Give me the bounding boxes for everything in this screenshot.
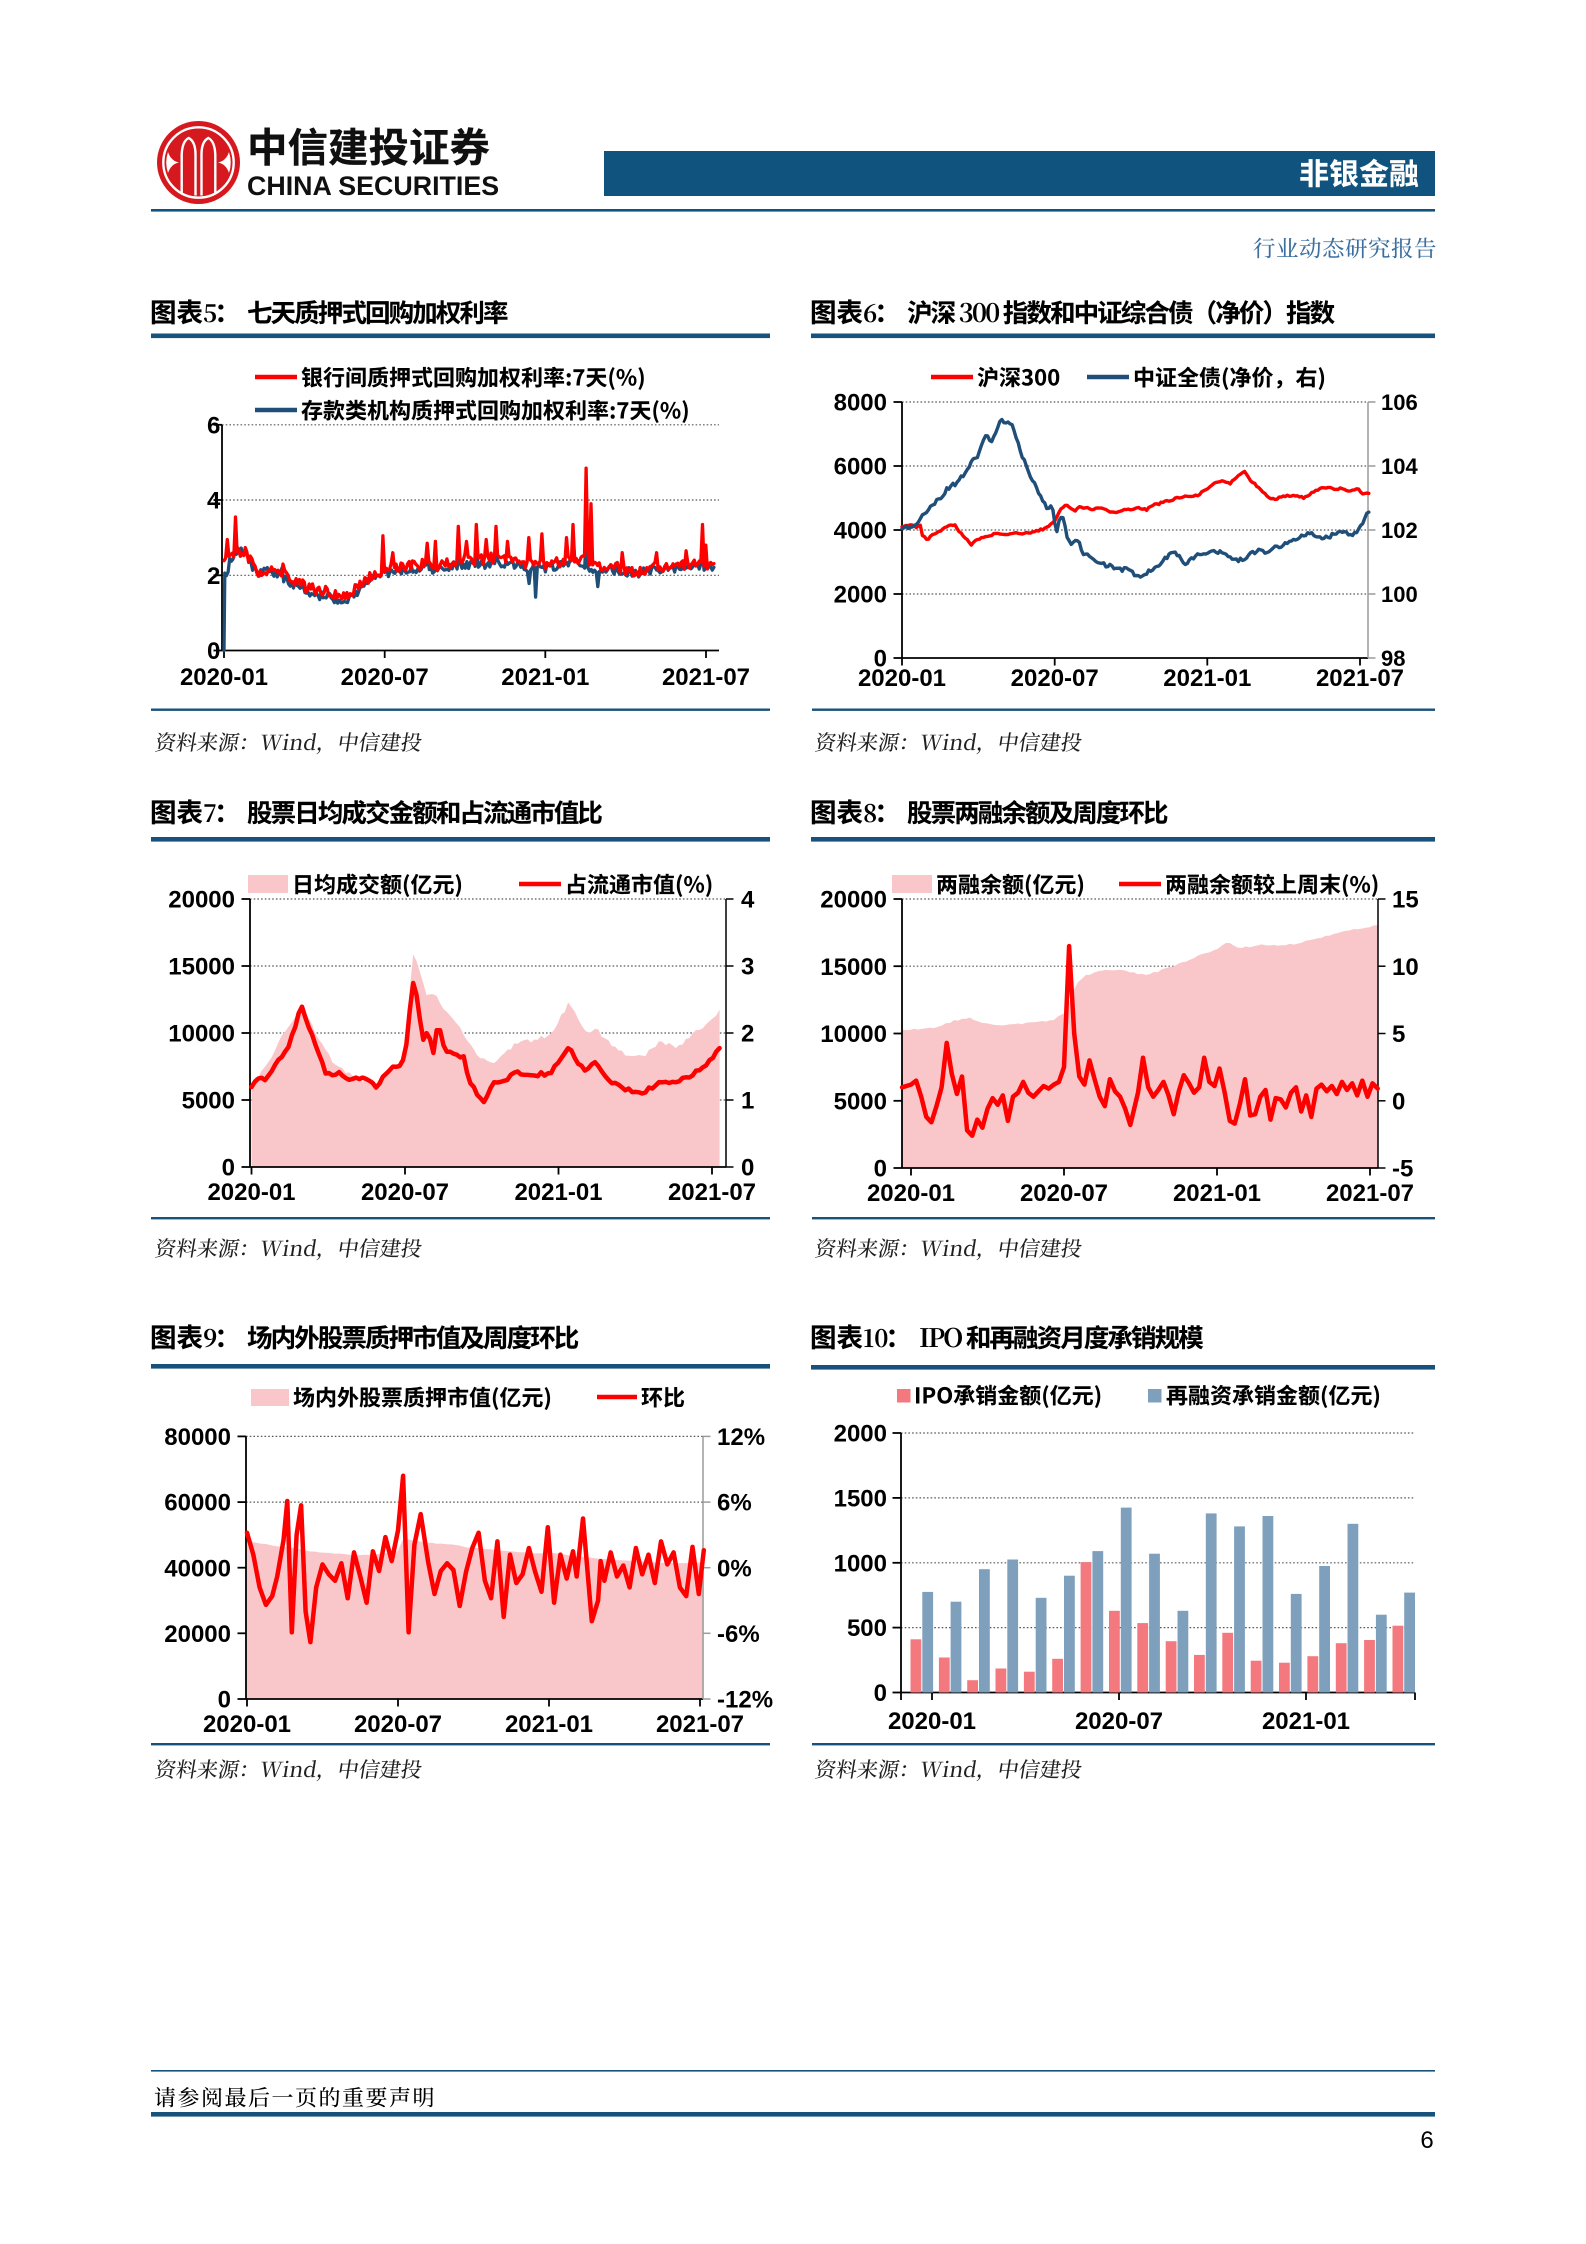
svg-text:0: 0: [218, 1687, 231, 1714]
svg-text:0: 0: [874, 646, 887, 673]
svg-text:2021-07: 2021-07: [662, 664, 750, 691]
svg-text:10000: 10000: [168, 1021, 235, 1048]
svg-text:40000: 40000: [164, 1555, 231, 1582]
svg-text:5: 5: [1392, 1021, 1405, 1048]
svg-text:2020-07: 2020-07: [1011, 665, 1099, 692]
svg-text:-5: -5: [1392, 1156, 1413, 1183]
svg-text:4000: 4000: [834, 518, 887, 545]
svg-text:4: 4: [207, 488, 221, 515]
svg-text:0: 0: [874, 1156, 887, 1183]
svg-text:-6%: -6%: [717, 1621, 760, 1648]
svg-text:3: 3: [741, 954, 754, 981]
svg-text:5000: 5000: [834, 1088, 887, 1115]
svg-text:12%: 12%: [717, 1424, 765, 1451]
svg-text:2020-07: 2020-07: [354, 1711, 442, 1738]
svg-text:2020-01: 2020-01: [180, 664, 268, 691]
svg-text:0: 0: [741, 1155, 754, 1182]
svg-text:2020-07: 2020-07: [1020, 1180, 1108, 1207]
svg-text:4: 4: [741, 887, 755, 914]
svg-text:2021-01: 2021-01: [501, 664, 589, 691]
svg-text:500: 500: [847, 1615, 887, 1642]
svg-text:60000: 60000: [164, 1490, 231, 1517]
svg-text:2000: 2000: [834, 1421, 887, 1448]
svg-text:0: 0: [207, 638, 220, 665]
svg-text:6: 6: [207, 412, 220, 439]
svg-text:-12%: -12%: [717, 1687, 773, 1714]
svg-text:1000: 1000: [834, 1550, 887, 1577]
svg-text:2020-01: 2020-01: [858, 665, 946, 692]
svg-text:1500: 1500: [834, 1486, 887, 1513]
svg-text:20000: 20000: [164, 1621, 231, 1648]
svg-text:2: 2: [207, 563, 220, 590]
svg-text:6: 6: [1420, 2127, 1433, 2154]
svg-text:2021-07: 2021-07: [1316, 665, 1404, 692]
svg-text:2021-01: 2021-01: [505, 1711, 593, 1738]
svg-text:15: 15: [1392, 887, 1419, 914]
svg-text:98: 98: [1381, 646, 1405, 671]
svg-text:2: 2: [741, 1021, 754, 1048]
svg-text:2020-07: 2020-07: [1075, 1708, 1163, 1735]
svg-text:20000: 20000: [820, 887, 887, 914]
svg-text:2020-01: 2020-01: [203, 1711, 291, 1738]
svg-text:2021-07: 2021-07: [668, 1179, 756, 1206]
svg-text:104: 104: [1381, 454, 1418, 479]
svg-text:10: 10: [1392, 954, 1419, 981]
svg-text:2000: 2000: [834, 582, 887, 609]
svg-text:15000: 15000: [820, 954, 887, 981]
svg-text:6000: 6000: [834, 454, 887, 481]
svg-text:2020-01: 2020-01: [867, 1180, 955, 1207]
svg-text:0: 0: [222, 1155, 235, 1182]
svg-text:CHINA SECURITIES: CHINA SECURITIES: [247, 171, 499, 201]
svg-text:2021-01: 2021-01: [1173, 1180, 1261, 1207]
svg-text:2021-01: 2021-01: [1163, 665, 1251, 692]
svg-text:100: 100: [1381, 582, 1418, 607]
svg-text:5000: 5000: [182, 1088, 235, 1115]
svg-text:102: 102: [1381, 518, 1418, 543]
svg-text:20000: 20000: [168, 887, 235, 914]
svg-text:0: 0: [874, 1680, 887, 1707]
svg-text:2020-01: 2020-01: [207, 1179, 295, 1206]
svg-text:2021-01: 2021-01: [514, 1179, 602, 1206]
svg-text:106: 106: [1381, 390, 1418, 415]
svg-text:2021-07: 2021-07: [656, 1711, 744, 1738]
svg-text:15000: 15000: [168, 954, 235, 981]
svg-text:8000: 8000: [834, 390, 887, 417]
svg-text:0: 0: [1392, 1088, 1405, 1115]
svg-text:2020-07: 2020-07: [361, 1179, 449, 1206]
svg-text:10000: 10000: [820, 1021, 887, 1048]
svg-text:2020-01: 2020-01: [888, 1708, 976, 1735]
svg-text:2020-07: 2020-07: [341, 664, 429, 691]
svg-text:6%: 6%: [717, 1490, 752, 1517]
svg-text:2021-01: 2021-01: [1262, 1708, 1350, 1735]
svg-text:80000: 80000: [164, 1424, 231, 1451]
svg-text:2021-07: 2021-07: [1326, 1180, 1414, 1207]
svg-text:0%: 0%: [717, 1555, 752, 1582]
svg-text:1: 1: [741, 1088, 754, 1115]
